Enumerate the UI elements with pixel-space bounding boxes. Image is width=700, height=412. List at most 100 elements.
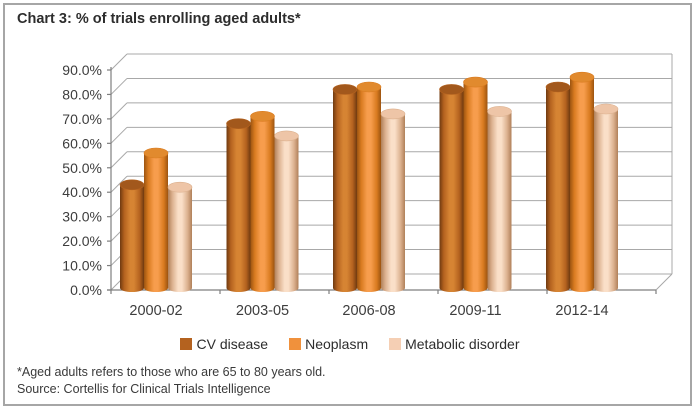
y-axis-label: 40.0% bbox=[62, 184, 102, 200]
cylinder-metabolic-disorder-2000-02 bbox=[167, 181, 193, 292]
legend-label: CV disease bbox=[196, 336, 269, 352]
bar-group-2003-05 bbox=[226, 111, 299, 292]
cylinder-neoplasm-2006-08 bbox=[356, 81, 382, 292]
depth-connector-line bbox=[110, 102, 128, 120]
cylinder-body bbox=[168, 187, 192, 288]
cylinder-neoplasm-2003-05 bbox=[250, 111, 275, 292]
cylinder-top bbox=[167, 181, 193, 193]
cylinder-body bbox=[439, 89, 464, 288]
cylinder-body bbox=[357, 87, 381, 288]
cylinder-top bbox=[356, 81, 382, 93]
bar-group-2009-11 bbox=[439, 76, 512, 292]
bar-group-2006-08 bbox=[332, 81, 406, 292]
y-axis-label: 10.0% bbox=[62, 258, 102, 274]
legend-swatch-neoplasm bbox=[289, 338, 302, 350]
cylinder-body bbox=[250, 116, 275, 288]
cylinder-body bbox=[463, 82, 488, 288]
depth-connector-line bbox=[110, 151, 128, 169]
x-axis-label: 2012-14 bbox=[555, 303, 608, 319]
x-axis-label: 2003-05 bbox=[236, 303, 289, 319]
cylinder-metabolic-disorder-2009-11 bbox=[487, 106, 512, 292]
cylinder-body bbox=[546, 87, 570, 288]
y-axis-label: 30.0% bbox=[62, 209, 102, 225]
cylinder-cv-disease-2006-08 bbox=[332, 84, 358, 292]
y-axis-label: 70.0% bbox=[62, 111, 102, 127]
legend-label: Metabolic disorder bbox=[405, 336, 520, 352]
legend-item-metabolic-disorder: Metabolic disorder bbox=[389, 336, 520, 352]
cylinder-top bbox=[439, 84, 464, 95]
chart-source: Source: Cortellis for Clinical Trials In… bbox=[17, 382, 271, 396]
cylinder-neoplasm-2012-14 bbox=[569, 71, 595, 292]
y-axis-label: 80.0% bbox=[62, 86, 102, 102]
cylinder-body bbox=[274, 135, 299, 288]
cylinder-cv-disease-2000-02 bbox=[119, 179, 145, 292]
x-axis-label: 2009-11 bbox=[449, 303, 501, 319]
cylinder-body bbox=[333, 89, 357, 288]
legend-label: Neoplasm bbox=[305, 336, 369, 352]
chart-legend: CV disease Neoplasm Metabolic disorder bbox=[0, 336, 700, 352]
cylinder-bottom bbox=[381, 284, 405, 292]
cylinder-bottom bbox=[570, 284, 594, 292]
cylinder-bottom bbox=[357, 284, 381, 292]
y-axis-label: 60.0% bbox=[62, 135, 102, 151]
legend-swatch-metabolic-disorder bbox=[389, 338, 402, 350]
cylinder-body bbox=[120, 184, 144, 288]
cylinder-cv-disease-2003-05 bbox=[226, 118, 251, 292]
cylinder-metabolic-disorder-2003-05 bbox=[274, 130, 299, 292]
cylinder-top bbox=[380, 108, 406, 120]
bars bbox=[119, 71, 619, 292]
legend-item-neoplasm: Neoplasm bbox=[289, 336, 368, 352]
x-axis-label: 2006-08 bbox=[342, 303, 395, 319]
cylinder-bottom bbox=[168, 284, 192, 292]
x-axis-label: 2000-02 bbox=[129, 303, 182, 319]
cylinder-top bbox=[119, 179, 145, 191]
cylinder-body bbox=[381, 113, 405, 288]
chart-title: Chart 3: % of trials enrolling aged adul… bbox=[17, 11, 301, 27]
legend-item-cv-disease: CV disease bbox=[180, 336, 268, 352]
cylinder-body bbox=[570, 77, 594, 288]
cylinder-bottom bbox=[463, 284, 488, 292]
cylinder-metabolic-disorder-2006-08 bbox=[380, 108, 406, 292]
cylinder-top bbox=[143, 147, 169, 159]
cylinder-bottom bbox=[226, 284, 251, 292]
cylinder-cv-disease-2009-11 bbox=[439, 84, 464, 292]
y-axis-label: 0.0% bbox=[70, 282, 102, 298]
cylinder-bottom bbox=[594, 284, 618, 292]
cylinder-top bbox=[569, 71, 595, 83]
cylinder-bottom bbox=[487, 284, 512, 292]
y-axis-label: 50.0% bbox=[62, 160, 102, 176]
cylinder-bottom bbox=[333, 284, 357, 292]
cylinder-top bbox=[463, 76, 488, 88]
bar-group-2000-02 bbox=[119, 147, 193, 292]
cylinder-bottom bbox=[144, 284, 168, 292]
cylinder-bottom bbox=[120, 284, 144, 292]
floor-right-diagonal bbox=[655, 273, 673, 291]
cylinder-bottom bbox=[439, 284, 464, 292]
y-axis-label: 90.0% bbox=[62, 62, 102, 78]
depth-connector-line bbox=[110, 53, 128, 71]
y-axis-label: 20.0% bbox=[62, 233, 102, 249]
cylinder-bottom bbox=[274, 284, 299, 292]
cylinder-bottom bbox=[250, 284, 275, 292]
cylinder-top bbox=[226, 118, 251, 129]
cylinder-body bbox=[594, 109, 618, 288]
legend-swatch-cv-disease bbox=[180, 338, 193, 350]
cylinder-top bbox=[487, 106, 512, 117]
cylinder-top bbox=[274, 130, 299, 142]
cylinder-top bbox=[250, 111, 275, 122]
cylinder-top bbox=[593, 103, 619, 115]
cylinder-body bbox=[144, 153, 168, 288]
cylinder-body bbox=[226, 123, 251, 289]
chart-footnote: *Aged adults refers to those who are 65 … bbox=[17, 365, 326, 379]
bar-group-2012-14 bbox=[545, 71, 619, 292]
cylinder-metabolic-disorder-2012-14 bbox=[593, 103, 619, 292]
depth-connector-line bbox=[110, 175, 128, 193]
cylinder-neoplasm-2000-02 bbox=[143, 147, 169, 292]
depth-connector-line bbox=[110, 126, 128, 144]
depth-connector-line bbox=[110, 78, 128, 95]
cylinder-body bbox=[487, 111, 512, 288]
cylinder-neoplasm-2009-11 bbox=[463, 76, 488, 292]
cylinder-top bbox=[545, 81, 571, 93]
